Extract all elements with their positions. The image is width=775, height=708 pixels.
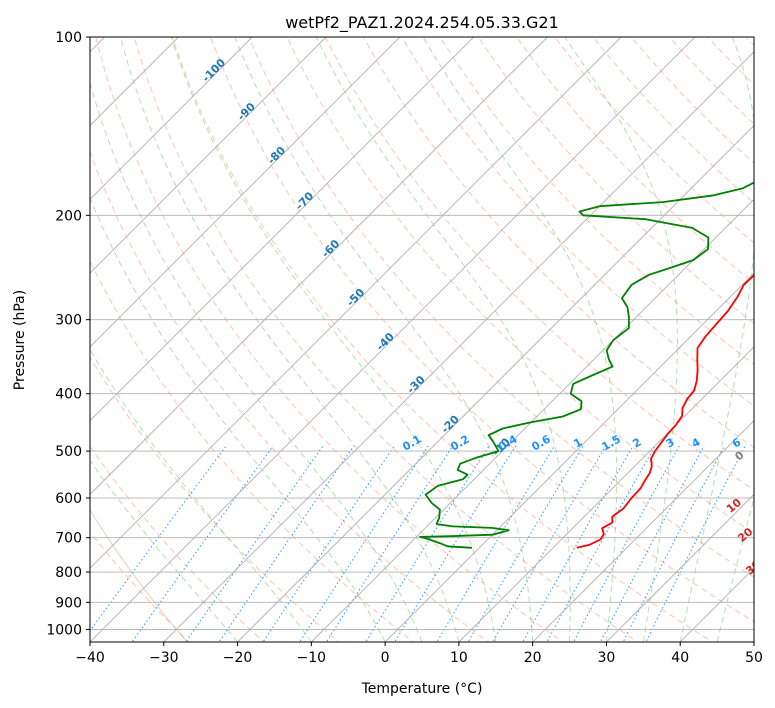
isotherm-line (90, 37, 253, 200)
moist-adiabat (422, 37, 618, 642)
isotherm-line (458, 346, 754, 642)
isotherm-line (90, 37, 549, 496)
x-tick-label: −20 (223, 650, 253, 666)
y-tick-label: 900 (55, 595, 82, 611)
isotherm-line (605, 493, 754, 642)
isotherm-line (384, 272, 754, 642)
y-tick-label: 100 (55, 30, 82, 46)
sounding-series (419, 181, 754, 549)
y-tick-label: 600 (55, 491, 82, 507)
mixing-ratio-line (365, 445, 490, 642)
x-tick-label: 10 (450, 650, 468, 666)
isotherm-line (90, 37, 401, 348)
chart-title: wetPf2_PAZ1.2024.254.05.33.G21 (285, 13, 559, 33)
y-tick-label: 800 (55, 565, 82, 581)
mixing-ratio-line (262, 445, 395, 642)
mixing-ratio-line (393, 445, 517, 642)
x-tick-label: −40 (75, 650, 105, 666)
mixing-ratio-line (572, 445, 680, 642)
moist-adiabat-label: 30 (743, 558, 763, 578)
isotherm-line (532, 420, 754, 642)
isotherm-line (90, 37, 622, 569)
mixing-ratio-line (218, 445, 355, 642)
x-tick-label: 30 (598, 650, 616, 666)
x-tick-label: −30 (149, 650, 179, 666)
plot-frame (89, 36, 755, 643)
isotherm-line (163, 51, 754, 642)
isotherm-line (90, 37, 696, 642)
isotherm-line (90, 37, 180, 127)
y-tick-label: 300 (55, 313, 82, 329)
isotherm-line (236, 124, 754, 642)
x-tick-label: 20 (524, 650, 542, 666)
isotherm-line (310, 198, 754, 642)
moist-adiabat (564, 37, 678, 642)
isotherm-line (90, 37, 327, 274)
dry-adiabat (90, 259, 415, 642)
dewpoint-line (419, 181, 754, 549)
mixing-ratio-line (467, 445, 584, 642)
y-tick-label: 1000 (46, 622, 82, 638)
x-axis: −40 −30 −20 −10 0 10 20 30 40 50 (75, 642, 763, 666)
dry-adiabat (90, 150, 490, 642)
x-tick-label: −10 (297, 650, 327, 666)
x-tick-label: 50 (745, 650, 763, 666)
mixing-ratio-line (185, 445, 324, 642)
moist-adiabat (90, 459, 238, 642)
y-axis-label: Pressure (hPa) (12, 290, 28, 390)
isotherm-line (90, 37, 475, 422)
mixing-ratio-line (325, 445, 454, 642)
moist-adiabat (90, 81, 423, 642)
moist-adiabat (716, 496, 754, 642)
y-tick-label: 400 (55, 387, 82, 403)
moist-adiabat-label: 20 (735, 525, 755, 545)
moist-adiabat (170, 37, 497, 642)
moist-adiabat (90, 196, 386, 642)
y-tick-label: 700 (55, 531, 82, 547)
y-axis: 100 200 300 400 500 600 700 800 900 1000 (46, 30, 90, 638)
moist-adiabat (679, 37, 754, 642)
x-tick-label: 0 (381, 650, 390, 666)
y-tick-label: 200 (55, 208, 82, 224)
dry-adiabat (477, 37, 754, 324)
moist-adiabat (315, 37, 571, 642)
y-tick-label: 500 (55, 444, 82, 460)
grid-lines (90, 37, 754, 642)
mixing-ratio-line (298, 445, 429, 642)
moist-adiabat (119, 37, 460, 642)
x-tick-label: 40 (671, 650, 689, 666)
x-axis-label: Temperature (°C) (361, 681, 483, 697)
temperature-line (576, 274, 754, 549)
moist-adiabat (234, 37, 534, 642)
mixing-ratio-line (599, 445, 705, 642)
